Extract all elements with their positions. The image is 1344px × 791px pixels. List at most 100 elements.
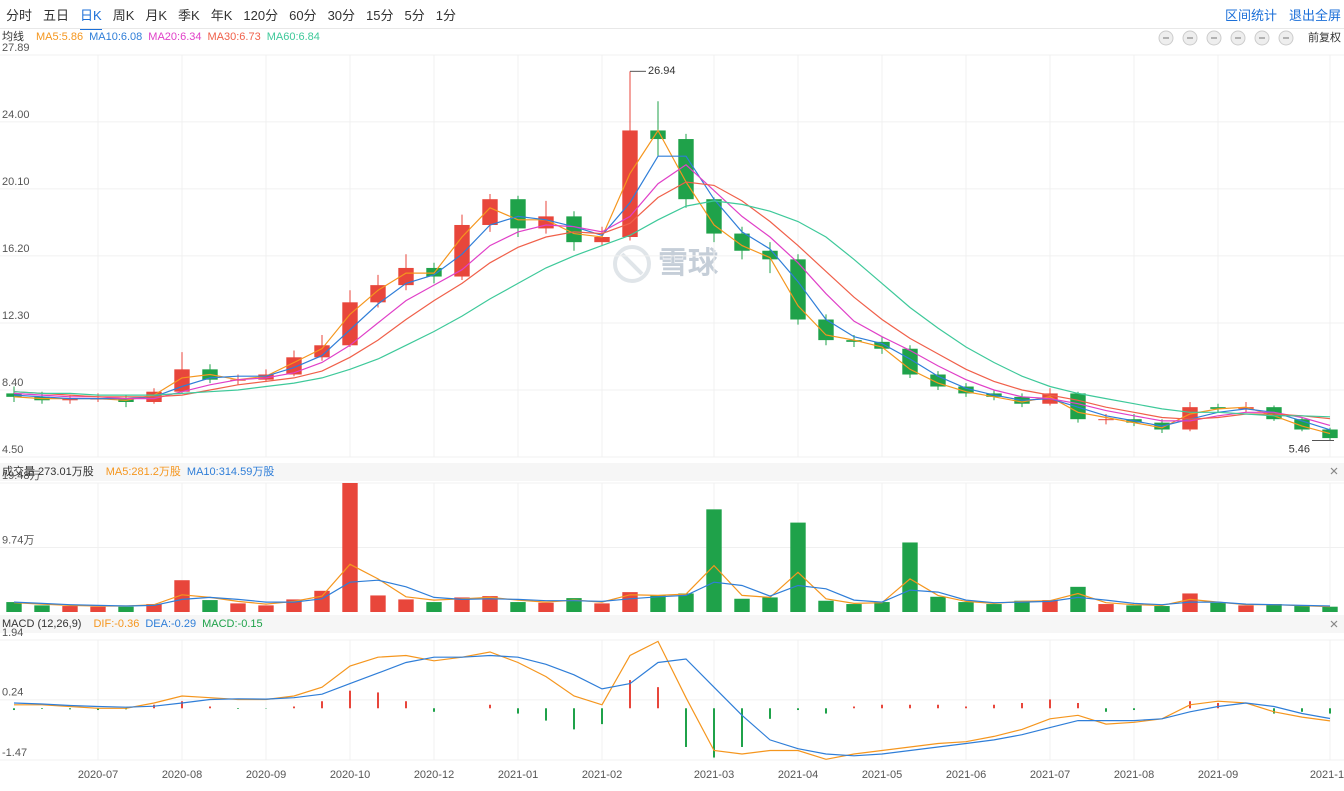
legend-entry: MA60:6.84 bbox=[267, 31, 320, 43]
volume-bar bbox=[1294, 606, 1310, 612]
volume-bar bbox=[314, 590, 330, 612]
x-tick-label: 2021-09 bbox=[1198, 769, 1238, 781]
period-tab[interactable]: 年K bbox=[210, 8, 233, 23]
series-line bbox=[13, 164, 1331, 426]
volume-bar bbox=[594, 603, 610, 612]
x-tick-label: 2021-02 bbox=[582, 769, 622, 781]
legend-entry: MA10:314.59万股 bbox=[187, 465, 274, 478]
toolbar-action[interactable]: 退出全屏 bbox=[1288, 8, 1341, 23]
candle-body bbox=[1294, 419, 1310, 430]
candle-body bbox=[1098, 419, 1114, 421]
candle-body bbox=[510, 199, 526, 229]
x-tick-label: 2020-12 bbox=[414, 769, 454, 781]
candle-body bbox=[762, 250, 778, 260]
volume-bar bbox=[90, 606, 106, 612]
volume-bar bbox=[706, 509, 722, 612]
close-icon[interactable] bbox=[1330, 620, 1338, 628]
close-icon[interactable] bbox=[1330, 467, 1338, 475]
candle-body bbox=[258, 374, 274, 380]
x-tick-label: 2020-10 bbox=[330, 769, 370, 781]
volume-bar bbox=[426, 602, 442, 612]
macd-bar bbox=[321, 701, 323, 709]
macd-bar bbox=[741, 708, 743, 747]
toolbar-action[interactable]: 区间统计 bbox=[1224, 8, 1277, 23]
volume-bar bbox=[538, 602, 554, 612]
period-tab[interactable]: 30分 bbox=[327, 8, 356, 23]
macd-bar bbox=[1273, 708, 1275, 714]
macd-bar bbox=[713, 708, 715, 758]
toolbar: 分时 五日 日K 周K 月K 季K 年K 120分 60分 30分 15分 5分 1分 退出全屏 区间统计 bbox=[0, 0, 1344, 30]
icon-button[interactable] bbox=[1182, 30, 1198, 46]
macd-bar bbox=[13, 708, 15, 711]
candle-body bbox=[650, 130, 666, 140]
period-tab[interactable]: 分时 bbox=[6, 8, 33, 23]
candle-body bbox=[174, 369, 190, 392]
period-tab[interactable]: 60分 bbox=[289, 8, 317, 23]
legend-entry: MACD:-0.15 bbox=[202, 618, 263, 630]
period-tab[interactable]: 周K bbox=[112, 8, 135, 23]
volume-bar bbox=[510, 602, 526, 612]
volume-bar bbox=[230, 603, 246, 612]
volume-bar bbox=[1210, 602, 1226, 612]
macd-bar bbox=[1077, 702, 1079, 709]
candle-body bbox=[566, 216, 582, 243]
period-tab[interactable]: 五日 bbox=[43, 8, 70, 23]
icon-button[interactable] bbox=[1206, 30, 1222, 46]
volume-bar bbox=[258, 605, 274, 612]
x-tick-label: 2020-07 bbox=[78, 769, 118, 781]
legend-band bbox=[0, 463, 1344, 481]
legend-title: MACD (12,26,9) bbox=[2, 618, 81, 630]
icon-button[interactable] bbox=[1158, 30, 1174, 46]
icon-button[interactable] bbox=[1278, 30, 1294, 46]
legend-title: 成交量 273.01万股 bbox=[2, 464, 94, 478]
candle-body bbox=[1210, 407, 1226, 409]
candle-body bbox=[1070, 393, 1086, 420]
volume-bar bbox=[986, 604, 1002, 612]
macd-bar bbox=[993, 704, 995, 709]
volume-bar bbox=[762, 597, 778, 612]
period-tab[interactable]: 季K bbox=[178, 8, 200, 23]
x-tick-label: 2021-05 bbox=[862, 769, 902, 781]
volume-bar bbox=[1126, 605, 1142, 612]
candle-body bbox=[734, 233, 750, 251]
x-tick-label: 2021-07 bbox=[1030, 769, 1070, 781]
period-tab[interactable]: 月K bbox=[145, 8, 168, 23]
candle-body bbox=[286, 357, 302, 375]
macd-bar bbox=[377, 692, 379, 709]
icon-button[interactable] bbox=[1230, 30, 1246, 46]
period-tab[interactable]: 1分 bbox=[435, 8, 456, 23]
macd-bar bbox=[405, 701, 407, 709]
legend-entry: MA5:5.86 bbox=[36, 31, 83, 43]
legend-title: 均线 bbox=[2, 29, 24, 43]
macd-bar bbox=[909, 704, 911, 709]
volume-bar bbox=[1070, 586, 1086, 612]
candle-body bbox=[706, 199, 722, 234]
y-tick-label: 0.24 bbox=[2, 687, 23, 699]
macd-bar bbox=[853, 706, 855, 709]
x-tick-label: 2021-04 bbox=[778, 769, 818, 781]
y-tick-label: 20.10 bbox=[2, 176, 30, 188]
candle-body bbox=[1238, 407, 1254, 409]
icon-button[interactable] bbox=[1254, 30, 1270, 46]
series-line bbox=[13, 579, 1331, 607]
macd-bar bbox=[797, 708, 799, 711]
candle-body bbox=[622, 130, 638, 238]
macd-bar bbox=[685, 708, 687, 747]
candle-body bbox=[62, 398, 78, 401]
macd-bar bbox=[825, 708, 827, 714]
adjust-mode[interactable]: 前复权 bbox=[1308, 30, 1341, 44]
x-tick-label: 2021-10 bbox=[1310, 769, 1344, 781]
legend-entry: MA20:6.34 bbox=[148, 31, 201, 43]
legend-entry: MA5:281.2万股 bbox=[106, 465, 181, 478]
candle-body bbox=[1322, 429, 1338, 439]
volume-bar bbox=[482, 596, 498, 612]
macd-bar bbox=[97, 708, 99, 711]
macd-bar bbox=[517, 708, 519, 714]
period-tab[interactable]: 15分 bbox=[366, 8, 394, 23]
series-line bbox=[13, 200, 1331, 418]
period-tab[interactable]: 5分 bbox=[404, 8, 425, 23]
x-tick-label: 2020-08 bbox=[162, 769, 202, 781]
volume-bar bbox=[454, 597, 470, 612]
period-tab[interactable]: 120分 bbox=[243, 8, 279, 23]
y-tick-label: 8.40 bbox=[2, 377, 23, 389]
